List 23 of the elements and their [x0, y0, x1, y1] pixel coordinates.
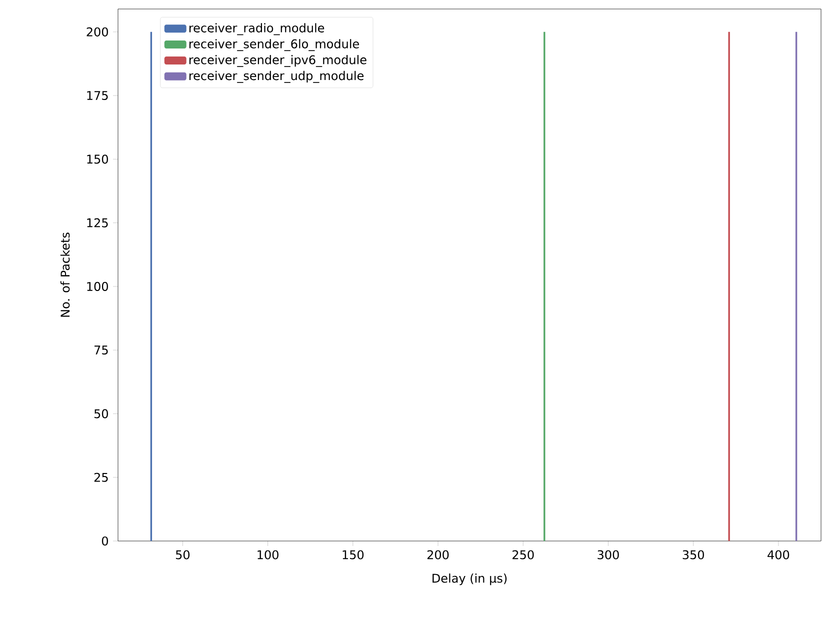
y-tick-label: 50: [94, 409, 108, 418]
x-tick-label: 150: [342, 550, 364, 560]
x-tick-label: 350: [682, 550, 704, 560]
y-tick-label: 100: [87, 282, 108, 291]
legend-label: receiver_sender_ipv6_module: [189, 55, 366, 67]
legend-label: receiver_sender_6lo_module: [189, 39, 359, 52]
y-tick-label: 0: [102, 536, 108, 546]
y-tick-label: 175: [87, 91, 108, 100]
y-axis-title: No. of Packets: [60, 232, 70, 317]
y-tick-label: 25: [94, 472, 108, 482]
x-tick-label: 300: [598, 550, 619, 560]
y-tick-label: 75: [94, 346, 108, 355]
x-tick-label: 400: [768, 550, 790, 560]
x-axis-title: Delay (in µs): [432, 573, 507, 586]
x-tick-label: 200: [427, 550, 449, 560]
legend-label: receiver_sender_udp_module: [189, 70, 364, 83]
y-tick-label: 200: [86, 27, 108, 36]
x-tick-label: 250: [512, 550, 534, 560]
legend-label: receiver_radio_module: [189, 23, 324, 36]
y-tick-label: 125: [87, 218, 108, 228]
x-tick-label: 100: [258, 550, 278, 560]
y-tick-label: 150: [87, 154, 108, 164]
x-tick-label: 50: [176, 550, 190, 560]
